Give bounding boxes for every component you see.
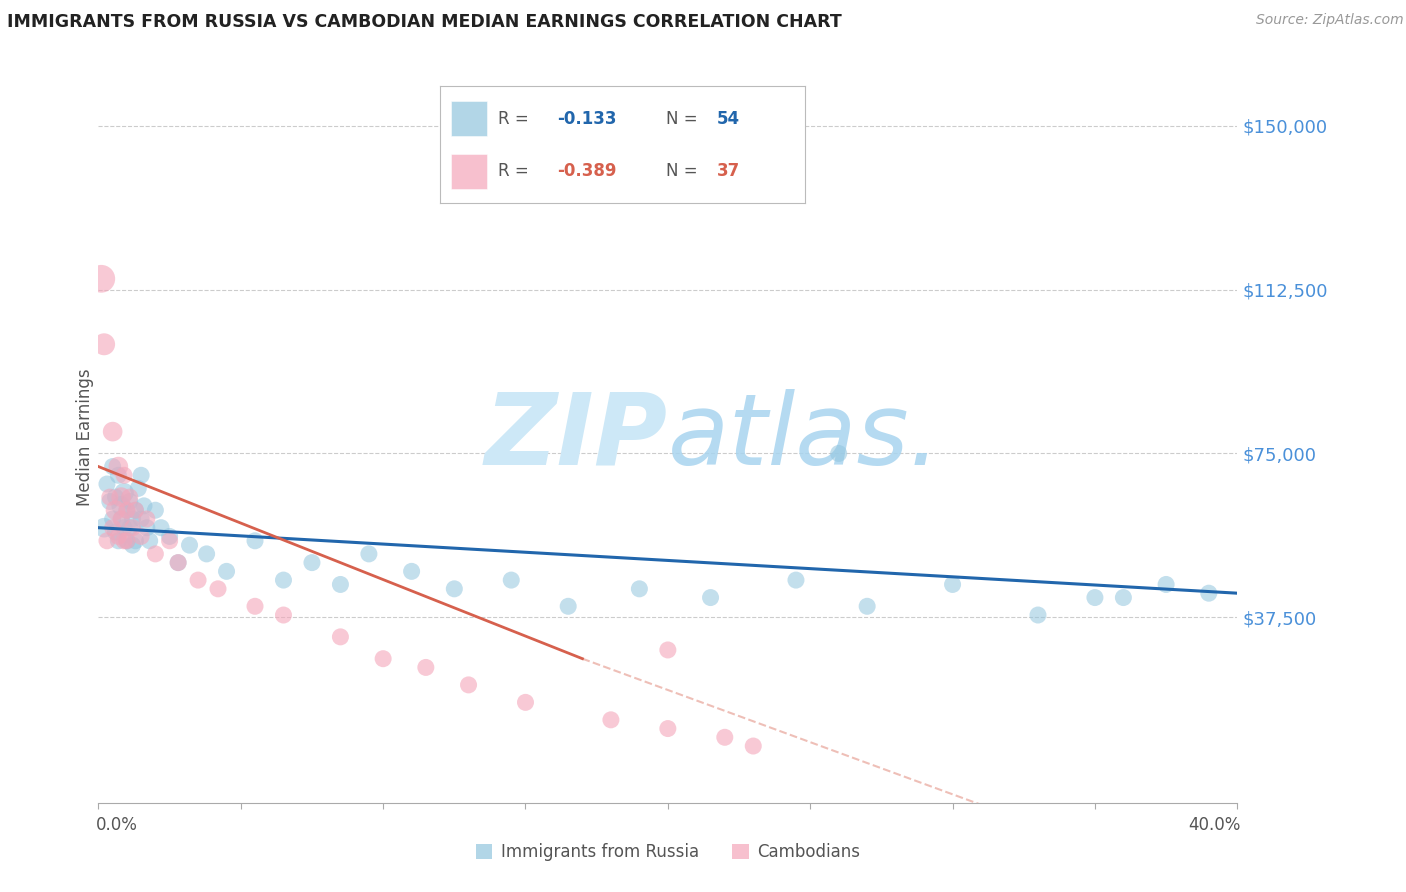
Point [104, 503, 127, 517]
Point [107, 529, 129, 543]
Point [101, 459, 124, 474]
Point [301, 556, 323, 570]
Point [600, 713, 623, 727]
Point [138, 533, 160, 548]
Point [785, 573, 807, 587]
Point [357, 547, 380, 561]
Point [115, 503, 138, 517]
Point [856, 599, 879, 614]
Point [187, 573, 209, 587]
Legend: Immigrants from Russia, Cambodians: Immigrants from Russia, Cambodians [470, 837, 866, 868]
Point [501, 573, 523, 587]
Point [159, 533, 181, 548]
Point [628, 582, 651, 596]
Point [215, 565, 238, 579]
Point [101, 512, 124, 526]
Point [107, 459, 129, 474]
Point [150, 521, 173, 535]
Point [115, 503, 138, 517]
Point [373, 651, 395, 665]
Point [112, 533, 135, 548]
Point [207, 582, 229, 596]
Text: Source: ZipAtlas.com: Source: ZipAtlas.com [1256, 13, 1403, 28]
Text: 0.0%: 0.0% [96, 816, 138, 834]
Point [129, 468, 152, 483]
Point [145, 547, 167, 561]
Point [557, 599, 579, 614]
Point [167, 556, 190, 570]
Point [124, 503, 146, 517]
Point [273, 607, 295, 622]
Point [329, 577, 352, 591]
Point [243, 599, 266, 614]
Point [98, 490, 121, 504]
Point [90, 272, 112, 286]
Point [121, 512, 143, 526]
Y-axis label: Median Earnings: Median Earnings [76, 368, 94, 506]
Point [93, 337, 115, 351]
Point [657, 643, 679, 657]
Point [1112, 591, 1135, 605]
Point [657, 722, 679, 736]
Point [828, 446, 851, 460]
Text: ZIP: ZIP [485, 389, 668, 485]
Point [135, 521, 157, 535]
Point [1084, 591, 1107, 605]
Point [98, 494, 121, 508]
Point [101, 521, 124, 535]
Point [112, 468, 135, 483]
Point [159, 529, 181, 543]
Point [714, 731, 737, 745]
Point [110, 512, 132, 526]
Point [104, 490, 127, 504]
Point [443, 582, 465, 596]
Point [115, 533, 138, 548]
Point [329, 630, 352, 644]
Point [167, 556, 190, 570]
Text: IMMIGRANTS FROM RUSSIA VS CAMBODIAN MEDIAN EARNINGS CORRELATION CHART: IMMIGRANTS FROM RUSSIA VS CAMBODIAN MEDI… [7, 13, 842, 31]
Point [118, 490, 141, 504]
Point [107, 468, 129, 483]
Point [415, 660, 437, 674]
Point [1198, 586, 1220, 600]
Point [699, 591, 721, 605]
Point [124, 503, 146, 517]
Point [132, 499, 155, 513]
Point [112, 485, 135, 500]
Point [145, 503, 167, 517]
Point [243, 533, 266, 548]
Point [1154, 577, 1177, 591]
Point [129, 512, 152, 526]
Point [121, 538, 143, 552]
Point [110, 499, 132, 513]
Point [110, 490, 132, 504]
Point [129, 529, 152, 543]
Point [112, 521, 135, 535]
Point [135, 512, 157, 526]
Point [121, 521, 143, 535]
Text: atlas.: atlas. [668, 389, 941, 485]
Point [118, 521, 141, 535]
Point [104, 524, 127, 539]
Point [101, 425, 124, 439]
Point [93, 521, 115, 535]
Point [118, 494, 141, 508]
Point [1026, 607, 1049, 622]
Point [124, 533, 146, 548]
Point [195, 547, 218, 561]
Point [110, 512, 132, 526]
Point [127, 482, 149, 496]
Point [96, 533, 118, 548]
Point [96, 477, 118, 491]
Point [179, 538, 201, 552]
Point [942, 577, 965, 591]
Text: 40.0%: 40.0% [1188, 816, 1240, 834]
Point [107, 533, 129, 548]
Point [273, 573, 295, 587]
Point [515, 695, 537, 709]
Point [115, 533, 138, 548]
Point [401, 565, 423, 579]
Point [742, 739, 765, 753]
Point [457, 678, 479, 692]
